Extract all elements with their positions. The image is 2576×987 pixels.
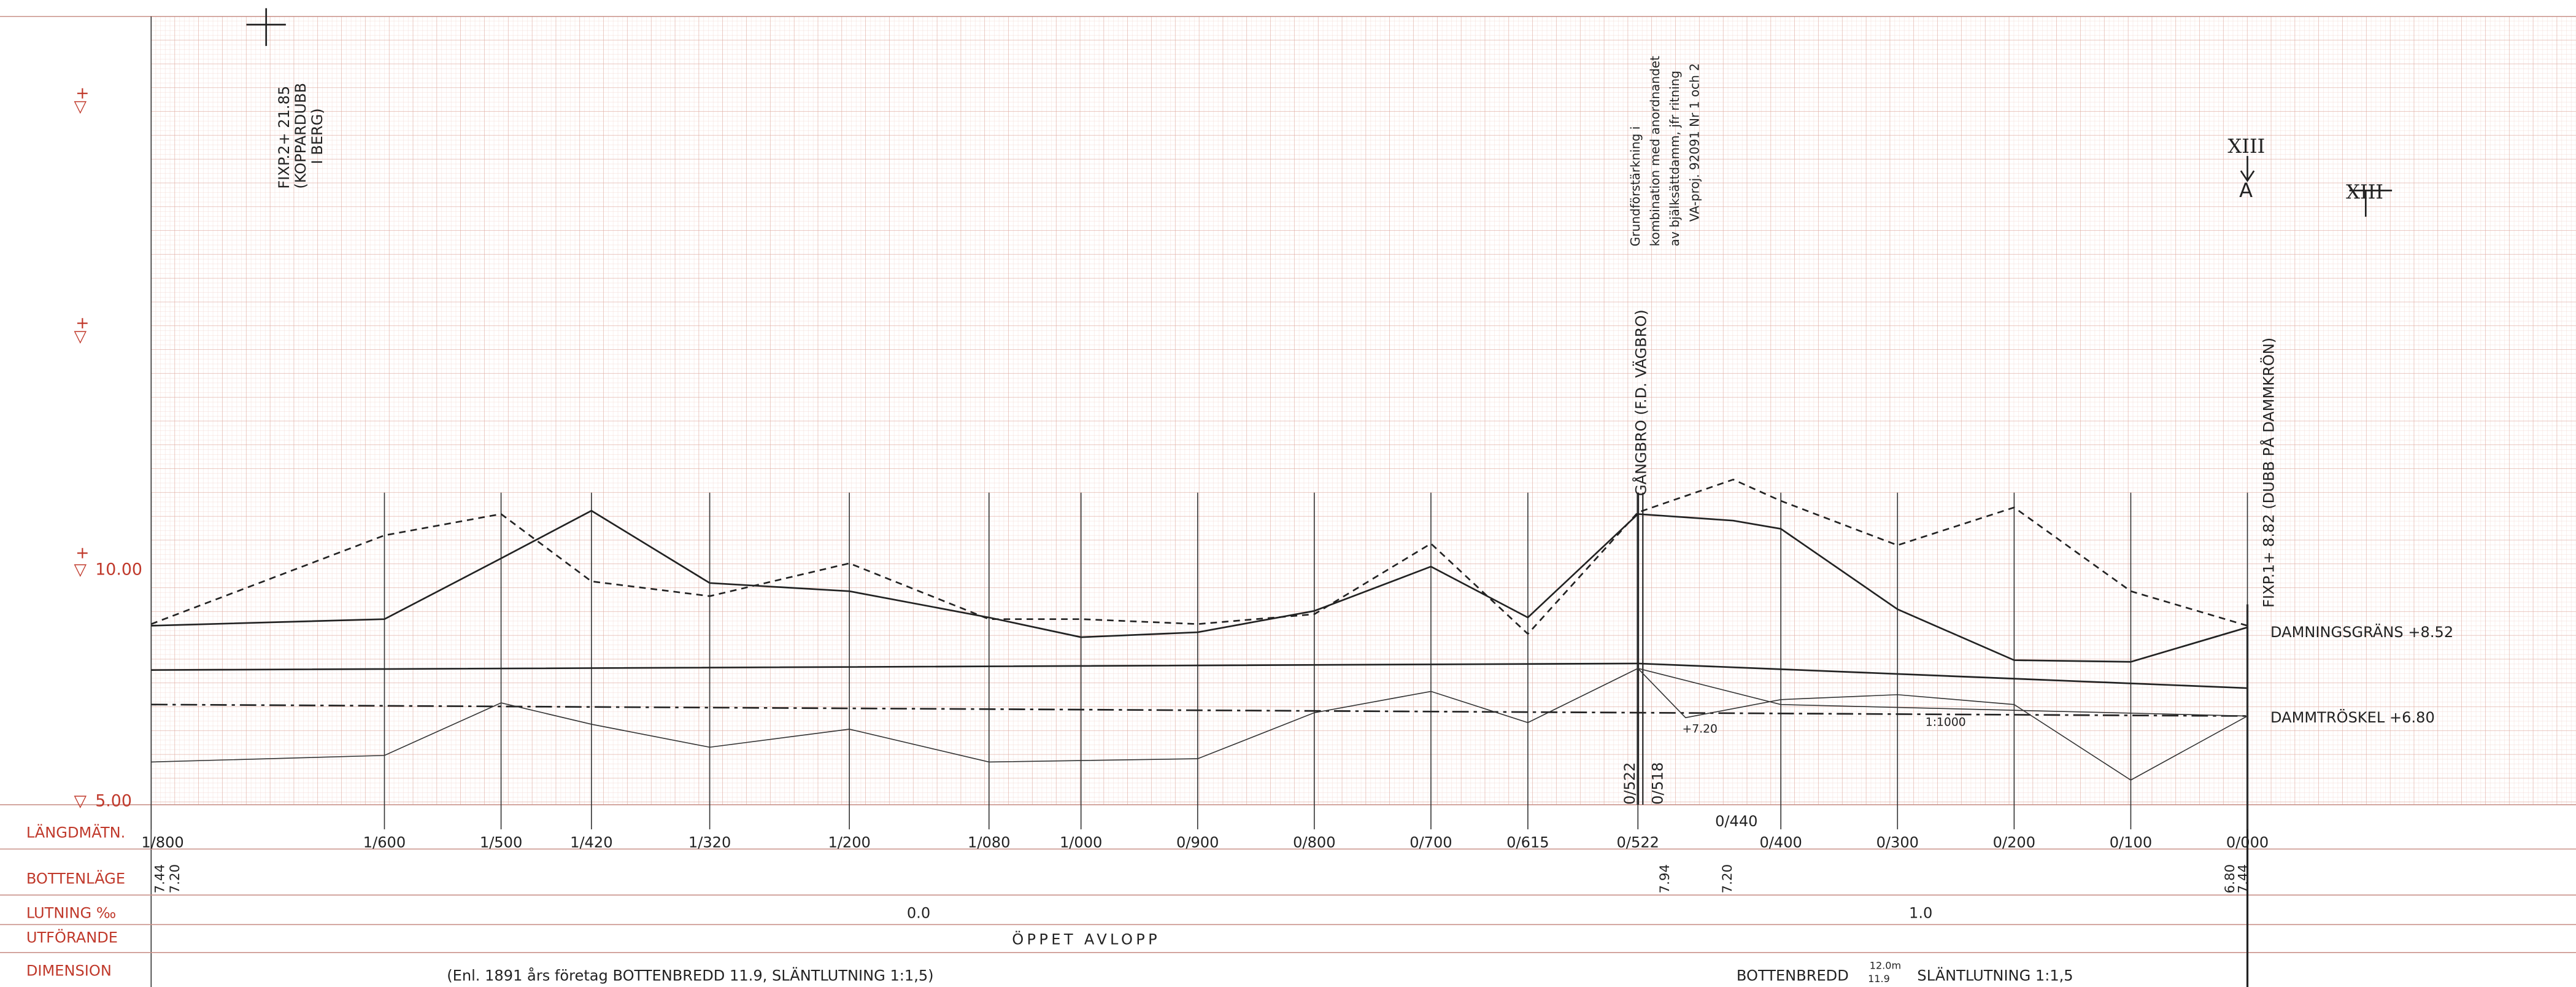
label: LUTNING ‰ xyxy=(26,905,116,922)
station-label: 1/320 xyxy=(688,834,731,851)
profile xyxy=(150,8,2393,781)
station-label: 0/700 xyxy=(1409,834,1452,851)
label: 0/440 xyxy=(1715,813,1757,830)
label: ▽ xyxy=(74,792,87,811)
label: FIXP.2+ 21.85 xyxy=(276,86,293,189)
label: GÅNGBRO (F.D. VÄGBRO) xyxy=(1632,309,1650,496)
label: +7.20 xyxy=(1683,722,1718,735)
station-label: 0/300 xyxy=(1876,834,1919,851)
label: (Enl. 1891 års företag BOTTENBREDD 11.9,… xyxy=(447,966,933,984)
graph-paper xyxy=(151,16,2576,805)
label: 0/522 xyxy=(1621,762,1638,805)
station-lines xyxy=(150,492,2248,830)
label: DAMMTRÖSKEL +6.80 xyxy=(2270,708,2435,726)
station-label: 1/800 xyxy=(141,834,183,851)
label: 11.9 xyxy=(1868,973,1890,985)
label: av bjälksättdamm, jfr ritning xyxy=(1667,71,1682,246)
label: 10.00 xyxy=(95,560,142,579)
label: BOTTENBREDD xyxy=(1737,967,1849,984)
station-labels: 1/800 1/600 1/500 1/420 1/320 1/200 1/080 1/000… xyxy=(141,834,2269,851)
label: ▽ xyxy=(74,560,87,579)
label: 6.80 xyxy=(2223,864,2238,894)
station-label: 1/420 xyxy=(570,834,612,851)
label: 7.20 xyxy=(168,864,183,894)
label: + xyxy=(75,314,89,333)
label: DIMENSION xyxy=(26,962,112,979)
label: SLÄNTLUTNING 1:1,5 xyxy=(1917,966,2073,984)
station-label: 0/100 xyxy=(2110,834,2152,851)
label: 1.0 xyxy=(1909,905,1932,922)
station-label: 1/600 xyxy=(363,834,406,851)
label: UTFÖRANDE xyxy=(26,929,118,946)
station-label: 1/500 xyxy=(480,834,522,851)
label: 1:1000 xyxy=(1926,716,1966,729)
label: (KOPPARDUBB xyxy=(292,83,309,189)
label: 7.20 xyxy=(1720,864,1735,894)
station-label: 0/800 xyxy=(1293,834,1335,851)
label: BOTTENLÄGE xyxy=(26,869,125,887)
station-label: 0/615 xyxy=(1506,834,1549,851)
label: LÄNGDMÄTN. xyxy=(26,824,125,842)
label: + xyxy=(75,84,89,103)
label: kombination med anordnandet xyxy=(1648,56,1662,246)
label: DAMNINGSGRÄNS +8.52 xyxy=(2270,623,2453,641)
station-label: 0/522 xyxy=(1617,834,1659,851)
label: XIII xyxy=(2227,134,2265,158)
annotations: FIXP.2+ 21.85 (KOPPARDUBB I BERG) Grundf… xyxy=(276,56,2453,830)
label: 7.44 xyxy=(153,864,168,894)
label: 0/518 xyxy=(1649,762,1666,805)
label: 7.44 xyxy=(2236,864,2251,894)
station-label: 0/400 xyxy=(1759,834,1802,851)
label: I BERG) xyxy=(309,108,326,164)
label: 7.94 xyxy=(1657,864,1673,894)
label: ▽ xyxy=(74,97,87,116)
station-label: 0/000 xyxy=(2226,834,2269,851)
label: A xyxy=(2239,179,2253,202)
row-labels: LÄNGDMÄTN. BOTTENLÄGE LUTNING ‰ UTFÖRAND… xyxy=(26,824,125,980)
label: 0.0 xyxy=(907,905,930,922)
label: 5.00 xyxy=(95,792,132,811)
label: + xyxy=(75,544,89,563)
label: ÖPPET AVLOPP xyxy=(1012,930,1160,948)
station-label: 1/080 xyxy=(968,834,1010,851)
bottom-table: 7.44 7.20 7.94 7.20 6.80 7.44 0.0 1.0 ÖP… xyxy=(153,864,2251,985)
station-label: 0/200 xyxy=(1993,834,2035,851)
label: VA-proj. 92091 Nr 1 och 2 xyxy=(1687,63,1702,222)
label: Grundförstärkning i xyxy=(1628,126,1643,247)
level-marks: +▽ +▽ +▽ 10.00 ▽ 5.00 xyxy=(74,84,142,811)
label: ▽ xyxy=(74,327,87,346)
station-label: 1/000 xyxy=(1060,834,1102,851)
station-label: 1/200 xyxy=(828,834,870,851)
station-label: 0/900 xyxy=(1176,834,1219,851)
label: FIXP.1+ 8.82 (DUBB PÅ DAMMKRÖN) xyxy=(2259,338,2277,608)
label: XIII xyxy=(2346,180,2383,204)
label: 12.0m xyxy=(1870,960,1901,972)
